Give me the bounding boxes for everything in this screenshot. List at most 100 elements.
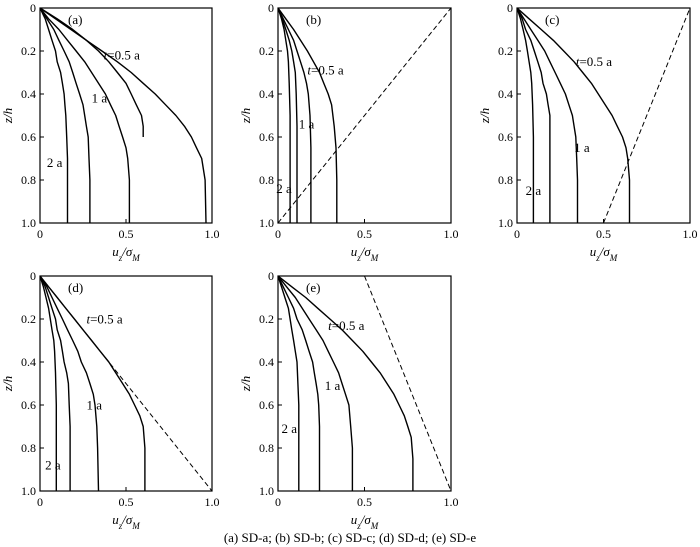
series-line-2: [40, 8, 207, 223]
series-label: 1 a: [92, 91, 108, 106]
dashed-reference-line: [278, 8, 451, 223]
plot-frame: [516, 7, 691, 224]
series-line-3: [40, 276, 71, 491]
series-line-3: [278, 276, 321, 491]
y-tick-label: 0: [268, 1, 274, 15]
series-line-1: [40, 276, 146, 491]
y-tick-label: 1.0: [498, 216, 513, 230]
series-line-2: [517, 8, 579, 223]
y-axis-title: z/h: [238, 108, 253, 124]
series-label: t=0.5 a: [307, 63, 343, 78]
y-tick-label: 0.8: [259, 173, 274, 187]
y-tick-label: 0.4: [498, 87, 513, 101]
x-tick-label: 0.5: [119, 227, 134, 241]
y-tick-label: 1.0: [259, 216, 274, 230]
y-tick-label: 0.6: [259, 398, 274, 412]
y-tick-label: 0.4: [259, 355, 274, 369]
chart-panel-1: 00.20.40.60.81.00 0.5 1.0uz/σMz/h(a)t=0.5 …: [0, 1, 220, 263]
series-line-4: [517, 8, 535, 223]
series-label: 2 a: [47, 155, 63, 170]
panel-label: (c): [545, 12, 559, 27]
y-tick-label: 0.4: [21, 87, 36, 101]
series-line-3: [517, 8, 551, 223]
series-label: t=0.5 a: [104, 48, 140, 63]
y-tick-label: 1.0: [259, 484, 274, 498]
chart-panel-2: 00.20.40.60.81.00 0.5 1.0uz/σMz/h(b)t=0.5 …: [238, 1, 459, 263]
series-line-3: [278, 8, 298, 223]
panel-label: (a): [68, 12, 82, 27]
x-tick-label: 0.5: [119, 495, 134, 509]
y-tick-label: 0.2: [259, 44, 274, 58]
chart-panel-4: 00.20.40.60.81.00 0.5 1.0uz/σMz/h(d)t=0.5 …: [0, 269, 220, 531]
series-line-1: [278, 8, 338, 223]
series-label: 2 a: [45, 458, 61, 473]
y-tick-label: 0.2: [259, 312, 274, 326]
series-label: 2 a: [276, 181, 292, 196]
x-tick-label: 0.5: [357, 495, 372, 509]
series-label: t=0.5 a: [328, 318, 364, 333]
x-tick-label: 0.5: [357, 227, 372, 241]
x-axis-title: uz/σM: [351, 244, 379, 263]
x-tick-label: 0: [275, 227, 281, 241]
dashed-reference-line: [364, 276, 451, 491]
panel-label: (d): [68, 280, 83, 295]
series-line-3: [40, 8, 131, 223]
y-tick-label: 0.8: [21, 173, 36, 187]
series-line-1: [40, 8, 144, 137]
series-line-2: [278, 8, 312, 223]
y-tick-label: 0: [507, 1, 513, 15]
plot-data: [517, 8, 690, 223]
x-tick-label: 0.5: [596, 227, 611, 241]
series-label: t=0.5 a: [576, 54, 612, 69]
panel-label: (b): [306, 12, 321, 27]
series-line-5: [40, 8, 69, 223]
dashed-reference-line: [603, 8, 690, 223]
series-label: 1 a: [299, 116, 315, 131]
series-line-4: [40, 276, 57, 491]
x-tick-label: 0: [37, 227, 43, 241]
y-tick-label: 0: [30, 1, 36, 15]
series-line-4: [278, 8, 291, 223]
x-tick-label: 1.0: [205, 495, 220, 509]
y-tick-label: 0: [268, 269, 274, 283]
y-tick-label: 0.6: [498, 130, 513, 144]
series-line-2: [278, 276, 354, 491]
y-tick-label: 0.4: [21, 355, 36, 369]
y-tick-label: 0: [30, 269, 36, 283]
x-tick-label: 1.0: [205, 227, 220, 241]
x-tick-label: 1.0: [444, 227, 459, 241]
figure-caption: (a) SD-a; (b) SD-b; (c) SD-c; (d) SD-d; …: [224, 530, 477, 545]
y-tick-label: 0.6: [259, 130, 274, 144]
series-line-4: [278, 276, 300, 491]
plot-data: [40, 8, 207, 223]
y-tick-label: 0.2: [21, 44, 36, 58]
chart-panel-3: 00.20.40.60.81.00 0.5 1.0uz/σMz/h(c)t=0.5 …: [477, 1, 698, 263]
plot-frame: [277, 275, 452, 492]
x-axis-title: uz/σM: [351, 512, 379, 531]
series-label: 1 a: [325, 378, 341, 393]
y-tick-label: 0.8: [21, 441, 36, 455]
plot-data: [278, 8, 451, 223]
plot-data: [40, 276, 212, 491]
x-tick-label: 0: [275, 495, 281, 509]
series-label: 1 a: [574, 140, 590, 155]
series-label: 2 a: [281, 421, 297, 436]
y-tick-label: 0.4: [259, 87, 274, 101]
y-tick-label: 1.0: [21, 484, 36, 498]
series-label: 1 a: [86, 397, 102, 412]
series-line-4: [40, 8, 91, 223]
series-label: t=0.5 a: [86, 311, 122, 326]
plot-data: [278, 276, 451, 491]
y-axis-title: z/h: [0, 376, 15, 392]
chart-panels: 00.20.40.60.81.00 0.5 1.0uz/σMz/h(a)t=0.5 …: [0, 1, 698, 531]
y-tick-label: 0.2: [21, 312, 36, 326]
series-line-1: [278, 276, 414, 491]
x-tick-label: 1.0: [444, 495, 459, 509]
x-axis-title: uz/σM: [112, 512, 140, 531]
series-line-1: [517, 8, 631, 223]
y-axis-title: z/h: [238, 376, 253, 392]
chart-panel-5: 00.20.40.60.81.00 0.5 1.0uz/σMz/h(e)t=0.5 …: [238, 269, 459, 531]
panel-label: (e): [306, 280, 320, 295]
y-tick-label: 0.8: [498, 173, 513, 187]
y-axis-title: z/h: [0, 108, 15, 124]
